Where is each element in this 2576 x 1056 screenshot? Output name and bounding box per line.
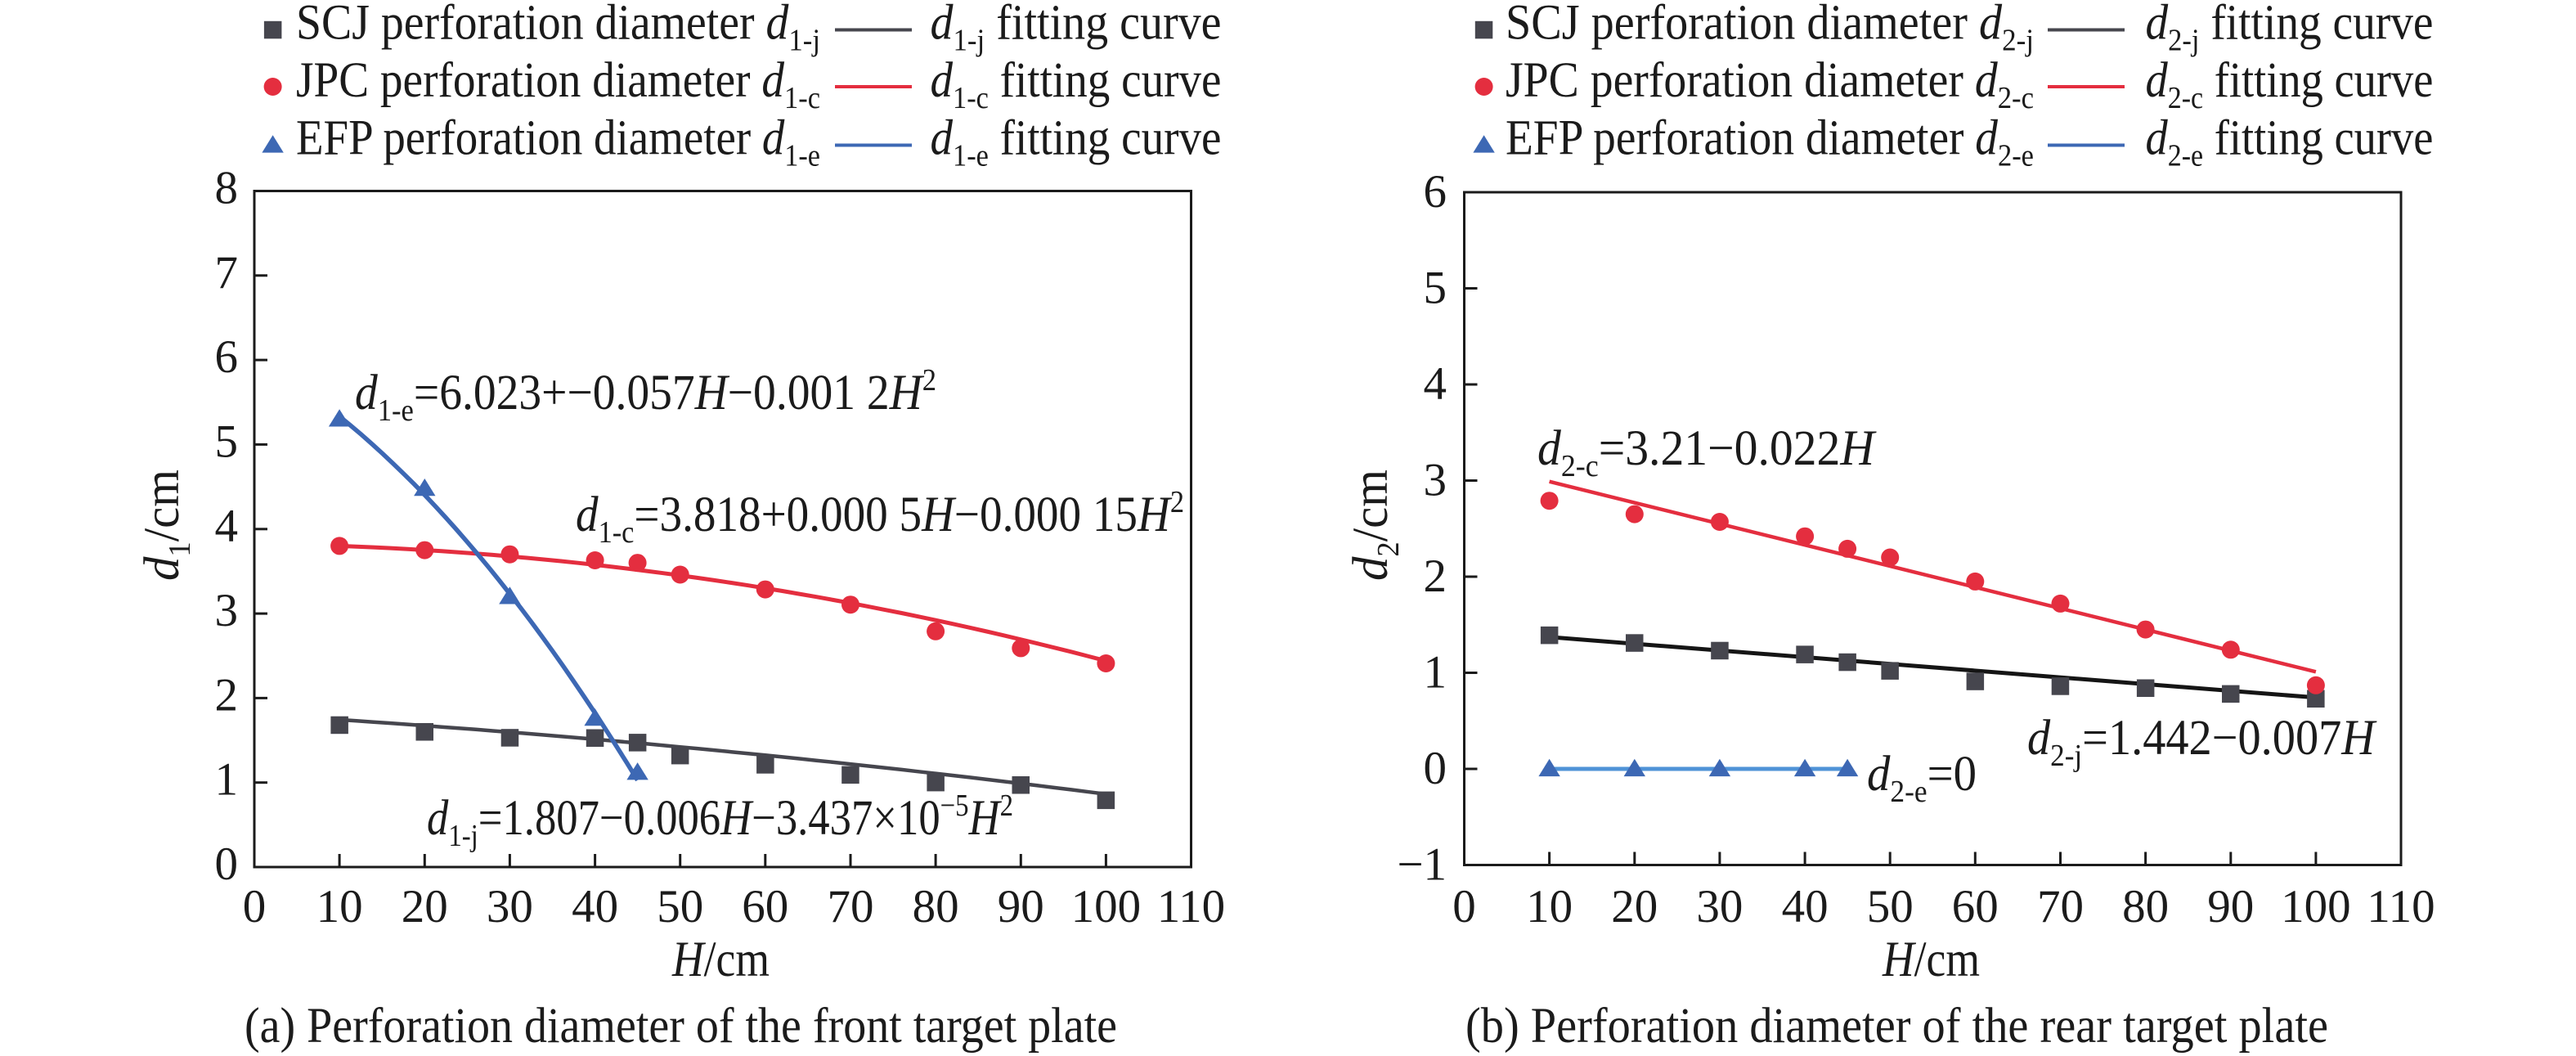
svg-text:40: 40 <box>1782 881 1829 932</box>
svg-text:0: 0 <box>1424 743 1447 794</box>
svg-text:5: 5 <box>1424 263 1447 314</box>
svg-text:100: 100 <box>1071 881 1142 932</box>
svg-text:80: 80 <box>913 881 959 932</box>
svg-text:60: 60 <box>1952 881 1999 932</box>
svg-text:d1​/cm: d1​/cm <box>135 470 197 581</box>
svg-text:10: 10 <box>1526 881 1573 932</box>
svg-text:d2-j​ fitting curve: d2-j​ fitting curve <box>2146 0 2434 58</box>
svg-text:4: 4 <box>215 501 239 552</box>
svg-text:50: 50 <box>1867 881 1914 932</box>
svg-text:d1-j​=1.807−0.006H−3.437×10−5​: d1-j​=1.807−0.006H−3.437×10−5​H2​ <box>427 789 1013 853</box>
svg-text:d2-c​=3.21−0.022H: d2-c​=3.21−0.022H <box>1537 421 1877 483</box>
svg-text:1: 1 <box>215 754 239 806</box>
svg-text:d1-e​ fitting curve: d1-e​ fitting curve <box>931 111 1222 173</box>
svg-text:40: 40 <box>572 881 618 932</box>
svg-text:20: 20 <box>1611 881 1658 932</box>
svg-text:70: 70 <box>828 881 874 932</box>
svg-text:7: 7 <box>215 247 239 299</box>
svg-text:2: 2 <box>215 669 239 721</box>
svg-text:5: 5 <box>215 416 239 467</box>
svg-text:H/cm: H/cm <box>1882 932 1980 987</box>
svg-text:d2-j​=1.442−0.007H: d2-j​=1.442−0.007H <box>2027 711 2377 773</box>
svg-text:d1-c​ fitting curve: d1-c​ fitting curve <box>931 53 1222 115</box>
svg-text:d2-e​ fitting curve: d2-e​ fitting curve <box>2146 111 2434 173</box>
svg-text:50: 50 <box>657 881 703 932</box>
svg-text:80: 80 <box>2122 881 2169 932</box>
svg-text:30: 30 <box>1696 881 1743 932</box>
svg-text:3: 3 <box>215 585 239 636</box>
svg-text:0: 0 <box>1452 881 1476 932</box>
svg-text:90: 90 <box>2207 881 2254 932</box>
svg-text:SCJ perforation diameter d1-j​: SCJ perforation diameter d1-j​ <box>296 0 820 58</box>
svg-text:d2-e​=0: d2-e​=0 <box>1867 747 1977 809</box>
svg-text:30: 30 <box>487 881 533 932</box>
svg-text:60: 60 <box>742 881 788 932</box>
svg-text:110: 110 <box>2367 881 2435 932</box>
svg-text:d1-c​=3.818+0.000 5H−0.000 15H: d1-c​=3.818+0.000 5H−0.000 15H2​ <box>576 485 1184 550</box>
svg-text:d2​/cm: d2​/cm <box>1344 470 1406 581</box>
svg-text:d1-j​ fitting curve: d1-j​ fitting curve <box>931 0 1222 58</box>
svg-text:20: 20 <box>402 881 448 932</box>
svg-text:SCJ perforation diameter d2-j​: SCJ perforation diameter d2-j​ <box>1506 0 2034 58</box>
svg-text:H/cm: H/cm <box>671 932 770 987</box>
svg-text:JPC perforation diameter d2-c​: JPC perforation diameter d2-c​ <box>1506 53 2034 115</box>
svg-text:4: 4 <box>1424 358 1447 410</box>
svg-text:10: 10 <box>316 881 363 932</box>
svg-text:0: 0 <box>215 838 239 890</box>
svg-text:d2-c​ fitting curve: d2-c​ fitting curve <box>2146 53 2434 115</box>
svg-text:6: 6 <box>1424 166 1447 218</box>
svg-text:2: 2 <box>1424 550 1447 602</box>
svg-text:EFP perforation diameter d2-e​: EFP perforation diameter d2-e​ <box>1506 111 2034 173</box>
svg-text:1: 1 <box>1424 647 1447 699</box>
svg-text:3: 3 <box>1424 455 1447 506</box>
svg-text:8: 8 <box>215 163 239 214</box>
svg-text:100: 100 <box>2281 881 2351 932</box>
svg-text:JPC perforation diameter d1-c​: JPC perforation diameter d1-c​ <box>296 53 820 115</box>
svg-text:90: 90 <box>998 881 1044 932</box>
svg-text:d1-e​=6.023+−0.057H−0.001 2H2​: d1-e​=6.023+−0.057H−0.001 2H2​ <box>355 363 936 428</box>
svg-text:70: 70 <box>2037 881 2084 932</box>
svg-text:6: 6 <box>215 331 239 383</box>
svg-text:0: 0 <box>243 881 267 932</box>
svg-text:−1: −1 <box>1397 839 1447 891</box>
svg-text:EFP perforation diameter d1-e​: EFP perforation diameter d1-e​ <box>296 111 820 173</box>
svg-text:110: 110 <box>1157 881 1225 932</box>
svg-text:(a) Perforation diameter of th: (a) Perforation diameter of the front ta… <box>245 999 1117 1054</box>
svg-text:(b) Perforation diameter of th: (b) Perforation diameter of the rear tar… <box>1465 999 2328 1054</box>
